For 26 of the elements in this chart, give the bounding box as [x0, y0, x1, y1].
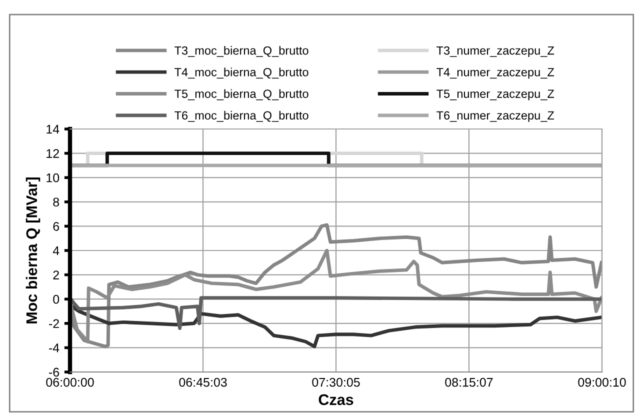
y-tick-label: 14	[46, 124, 60, 134]
x-tick-label: 06:45:03	[179, 378, 227, 387]
legend-label: T4_numer_zaczepu_Z	[436, 68, 554, 79]
y-tick-label: -4	[49, 344, 60, 352]
x-tick-label: 07:30:05	[312, 378, 360, 387]
x-tick-label: 08:15:07	[445, 378, 493, 387]
y-tick-label: 12	[46, 149, 59, 158]
legend-label: T3_moc_bierna_Q_brutto	[174, 46, 308, 57]
legend-label: T5_numer_zaczepu_Z	[436, 90, 554, 100]
x-axis-title: Czas	[318, 394, 354, 406]
y-tick-label: 6	[53, 222, 60, 231]
legend-label: T6_numer_zaczepu_Z	[436, 111, 554, 122]
y-axis-title: Moc bierna Q [MVar]	[26, 177, 40, 324]
y-tick-label: 10	[46, 173, 60, 182]
legend-label: T3_numer_zaczepu_Z	[436, 46, 554, 58]
y-tick-label: -2	[49, 319, 59, 328]
x-tick-label: 09:00:10	[578, 378, 626, 387]
y-tick-label: 2	[53, 270, 59, 280]
x-tick-label: 06:00:00	[46, 378, 94, 387]
legend-label: T4_moc_bierna_Q_brutto	[174, 68, 308, 79]
y-tick-label: -6	[49, 368, 60, 377]
legend-label: T6_moc_bierna_Q_brutto	[174, 110, 308, 122]
y-tick-label: 0	[53, 294, 60, 304]
legend-label: T5_moc_bierna_Q_brutto	[174, 89, 308, 100]
y-tick-label: 8	[53, 198, 60, 207]
y-tick-label: 4	[52, 246, 60, 256]
